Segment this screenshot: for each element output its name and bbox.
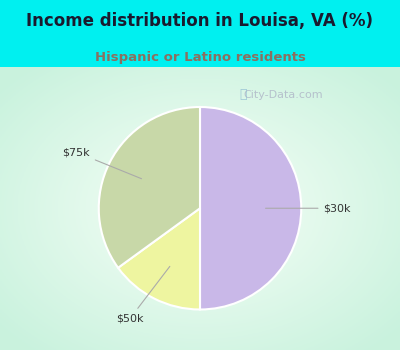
Text: ⦾: ⦾: [239, 88, 246, 102]
Text: Income distribution in Louisa, VA (%): Income distribution in Louisa, VA (%): [26, 12, 374, 30]
Wedge shape: [200, 107, 301, 309]
Text: $30k: $30k: [266, 203, 351, 213]
Text: City-Data.com: City-Data.com: [244, 90, 323, 100]
Text: $75k: $75k: [62, 147, 142, 179]
Text: $50k: $50k: [116, 266, 170, 323]
Wedge shape: [118, 208, 200, 309]
Wedge shape: [99, 107, 200, 268]
Text: Hispanic or Latino residents: Hispanic or Latino residents: [94, 51, 306, 64]
